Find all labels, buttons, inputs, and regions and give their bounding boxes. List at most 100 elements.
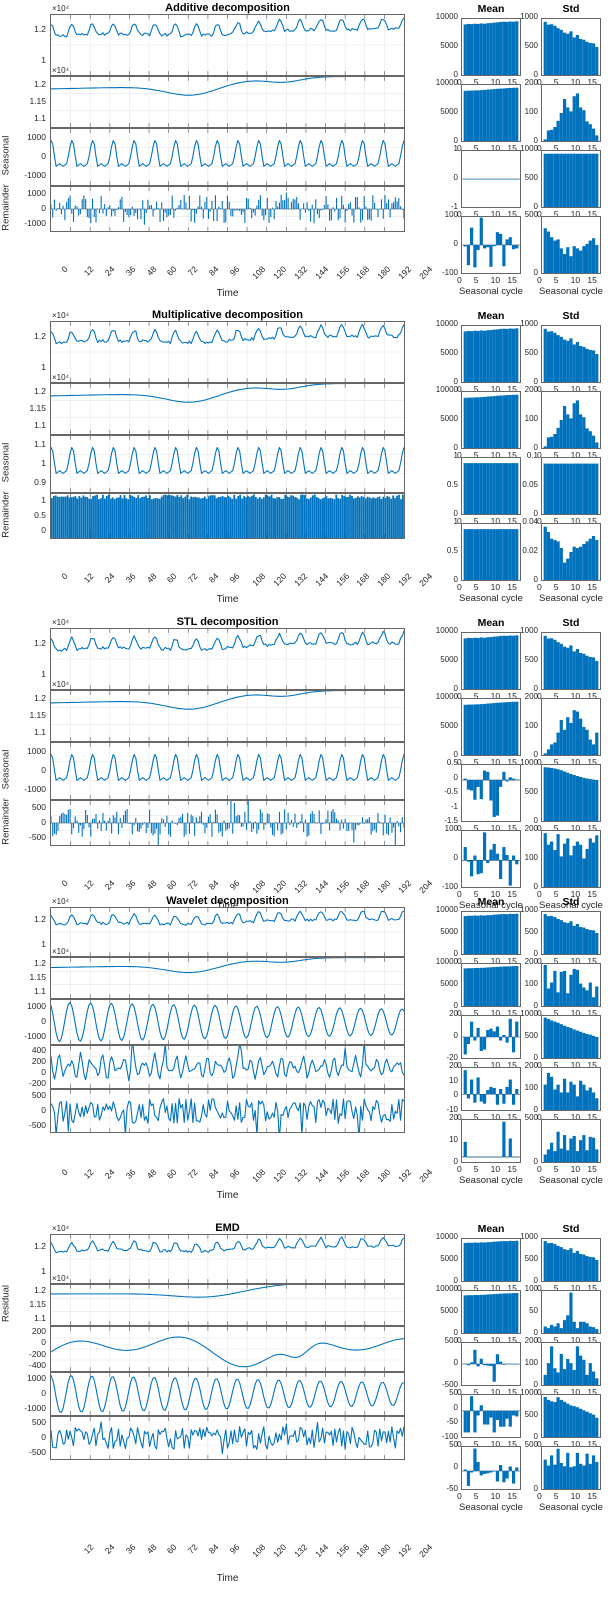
y-tick-label: 0 (41, 1066, 46, 1077)
mean-bar-axes-3-3 (461, 1067, 521, 1111)
bar-x-tick-label: 10 (570, 1283, 581, 1293)
bar-x-tick-label: 10 (490, 1335, 501, 1345)
y-tick-label: 1.1 (34, 986, 46, 996)
bar-x-tick-label: 0 (537, 1112, 542, 1122)
bar-x-tick-label: 10 (490, 823, 501, 833)
bar-x-tick-label: 15 (507, 384, 517, 394)
x-tick-label: 168 (354, 264, 372, 282)
y-tick-label: 1.2 (34, 78, 46, 89)
bar-y-tick-label: 5000 (440, 414, 458, 423)
bar-x-tick-label: 10 (490, 143, 501, 153)
bar-x-tick-label: 5 (553, 516, 559, 526)
bar-y-tick-label: 0 (533, 509, 538, 518)
bar-x-tick-label: 10 (490, 275, 501, 285)
bar-x-tick-label: 5 (473, 275, 479, 285)
bar-y-tick-label: 100 (524, 107, 538, 116)
bar-y-tick-label: 10000 (435, 1232, 458, 1241)
bar-x-tick-label: 10 (570, 956, 581, 966)
bar-x-tick-label: 10 (490, 1112, 501, 1122)
bar-x-tick-label: 5 (473, 1491, 479, 1501)
bar-x-tick-label: 15 (587, 77, 597, 87)
bar-y-tick-label: 500 (524, 1031, 538, 1040)
bar-x-tick-label: 5 (473, 77, 479, 87)
x-tick-label: 36 (123, 264, 138, 278)
bar-x-tick-label: 10 (570, 77, 581, 87)
bar-x-tick-label: 0 (537, 384, 542, 394)
bar-x-tick-label: 0 (537, 275, 542, 285)
bar-x-tick-label: 15 (587, 450, 597, 460)
x-tick-labels-4: 12 24 36 48 60 72 84 96 108 120 132 144 156 168 180 192… (50, 1540, 435, 1574)
bar-y-tick-label: -500 (441, 1380, 458, 1389)
mean-bar-axes-4-1 (461, 1290, 521, 1334)
bar-y-tick-label: 1000 (520, 1232, 538, 1241)
mean-bar-axes-2-0 (461, 632, 521, 690)
axis-exponent-label: ×10⁴ (52, 897, 70, 906)
x-tick-label: 144 (312, 264, 330, 282)
timeseries-axes-4-3 (50, 1372, 405, 1416)
x-tick-label: 84 (206, 571, 221, 585)
bar-y-tick-label: 50 (449, 1388, 458, 1397)
y-tick-label: 0 (41, 817, 46, 827)
bar-x-tick-label: 5 (553, 582, 559, 592)
bar-y-tick-label: 200 (524, 1061, 538, 1070)
bar-y-tick-label: 0 (453, 1358, 458, 1367)
x-tick-label: 156 (333, 878, 351, 896)
bar-y-tick-label: 10 (449, 1135, 458, 1144)
bar-y-tick-label: 100 (524, 721, 538, 730)
bar-x-tick-label: 5 (473, 1112, 479, 1122)
bar-y-tick-label: 5000 (440, 927, 458, 936)
bar-y-tick-label: 0 (453, 1462, 458, 1471)
axis-exponent-label: ×10⁴ (52, 1224, 70, 1233)
bar-y-tick-label: 500 (444, 1336, 458, 1345)
bar-x-tick-label: 0 (457, 956, 462, 966)
bar-y-tick-label: 0.5 (446, 758, 458, 767)
bar-x-tick-label: 0 (457, 1387, 462, 1397)
bar-x-tick-label: 0 (457, 582, 462, 592)
bar-x-tick-label: 15 (507, 516, 517, 526)
bar-y-tick-label: 0 (533, 1328, 538, 1337)
bar-y-tick-label: -1 (450, 801, 458, 811)
x-tick-label: 12 (81, 878, 96, 892)
x-tick-label: 24 (102, 264, 117, 278)
bar-y-tick-label: 10000 (435, 905, 458, 914)
x-axis-title-3: Time (216, 1190, 239, 1201)
bar-x-tick-label: 10 (490, 450, 501, 460)
mean-bar-axes-0-0 (461, 18, 521, 76)
bar-y-tick-label: 0 (533, 1001, 538, 1010)
bar-x-tick-label: 0 (457, 384, 462, 394)
bar-x-tick-label: 10 (490, 956, 501, 966)
x-tick-label: 96 (227, 264, 242, 278)
y-tick-label: 1.2 (34, 958, 46, 968)
bar-x-tick-label: 15 (507, 956, 517, 966)
x-tick-label: 96 (227, 571, 242, 585)
std-bar-axes-0-1 (541, 84, 601, 142)
std-bar-axes-3-3 (541, 1067, 601, 1111)
y-tick-label: 1 (41, 458, 46, 468)
bar-x-tick-label: 5 (473, 1387, 479, 1397)
bar-y-tick-label: 10000 (435, 626, 458, 635)
bar-x-tick-label: 0 (537, 757, 542, 767)
mean-bar-axes-4-2 (461, 1342, 521, 1386)
y-axis-title: Remainder (0, 798, 12, 845)
bar-y-tick-label: 0 (453, 1157, 458, 1166)
std-bar-axes-1-2 (541, 457, 601, 515)
bar-x-tick-label: 5 (553, 956, 559, 966)
x-tick-label: 132 (291, 1167, 309, 1185)
bar-y-tick-label: 5000 (440, 107, 458, 116)
bar-y-tick-label: 5000 (440, 979, 458, 988)
bar-x-tick-label: 0 (537, 1060, 542, 1070)
x-axis-title-4: Time (216, 1573, 239, 1584)
bar-x-tick-label: 5 (473, 757, 479, 767)
bar-x-tick-label: 15 (507, 691, 517, 701)
y-tick-label: 1.1 (34, 420, 46, 431)
mean-bar-axes-3-1 (461, 963, 521, 1007)
bar-y-tick-label: -100 (441, 1432, 458, 1441)
bar-x-tick-label: 15 (587, 1283, 597, 1293)
bar-x-tick-label: 5 (473, 691, 479, 701)
bar-y-tick-label: 0 (453, 684, 458, 693)
bar-x-tick-label: 10 (570, 384, 581, 394)
mean-bar-axes-1-3 (461, 523, 521, 581)
timeseries-axes-2-2 (50, 742, 405, 800)
bar-x-tick-label: 10 (570, 143, 581, 153)
bar-x-tick-label: 10 (490, 384, 501, 394)
